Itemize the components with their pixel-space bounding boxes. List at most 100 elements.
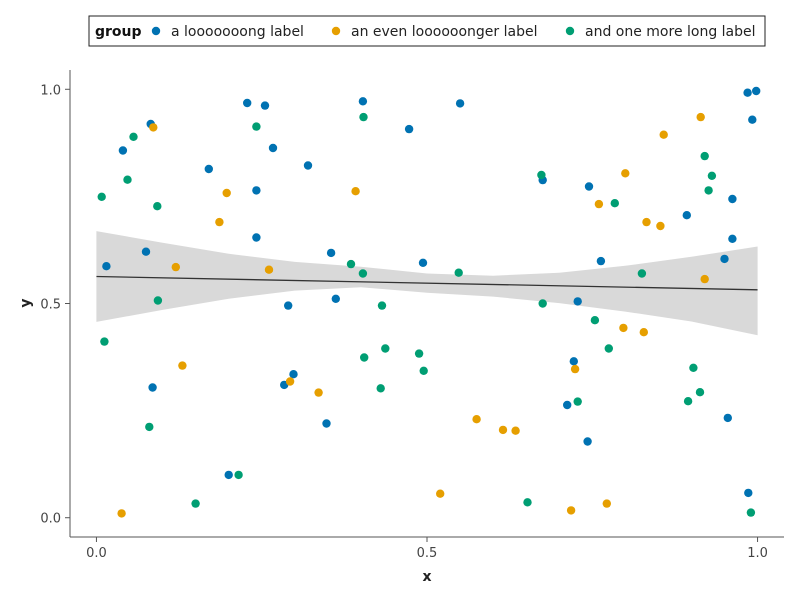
data-point — [696, 112, 705, 122]
series-3 — [97, 112, 756, 517]
data-point — [204, 164, 213, 174]
y-tick-label: 0.0 — [40, 512, 61, 527]
data-point — [191, 499, 200, 508]
data-point — [97, 192, 106, 201]
data-point — [584, 182, 594, 191]
data-point — [573, 397, 582, 406]
data-point — [570, 364, 580, 374]
data-point — [523, 498, 532, 507]
data-point — [700, 151, 709, 161]
data-point — [419, 366, 428, 375]
data-point — [602, 499, 611, 508]
data-point — [331, 294, 340, 303]
legend-item: and one more long label — [565, 24, 756, 40]
data-point — [744, 488, 753, 498]
data-point — [376, 384, 385, 393]
data-point — [359, 112, 368, 122]
data-point — [358, 269, 368, 278]
data-point — [723, 413, 732, 423]
axes: 0.0 0.5 1.0 0.0 0.5 1.0 x y — [18, 70, 784, 585]
y-tick-label: 0.5 — [40, 298, 61, 313]
data-point — [728, 234, 737, 243]
legend-box — [88, 15, 766, 47]
data-point — [322, 419, 331, 428]
data-point — [268, 143, 278, 153]
data-point — [171, 262, 180, 272]
data-point — [145, 422, 154, 432]
data-point — [455, 99, 465, 108]
data-point — [178, 361, 187, 370]
data-point — [454, 268, 463, 277]
points-layer — [97, 86, 761, 518]
legend-marker — [151, 26, 161, 36]
data-point — [404, 124, 414, 134]
data-point — [346, 259, 356, 269]
data-point — [743, 88, 752, 97]
data-point — [583, 437, 592, 446]
data-point — [234, 470, 243, 480]
data-point — [637, 269, 647, 278]
data-point — [381, 344, 390, 353]
data-point — [264, 265, 274, 274]
series-1 — [102, 86, 761, 498]
data-point — [700, 274, 709, 284]
data-point — [619, 323, 628, 333]
data-point — [511, 426, 520, 435]
data-point — [538, 299, 547, 308]
data-point — [149, 123, 158, 132]
data-point — [563, 400, 572, 410]
trend-line — [96, 275, 758, 291]
legend-item: a looooooong label — [151, 24, 304, 40]
data-point — [436, 489, 445, 498]
data-point — [472, 415, 481, 424]
data-point — [118, 146, 128, 155]
y-tick-label: 1.0 — [40, 83, 61, 98]
trend-line-layer — [96, 275, 758, 291]
x-axis-title: x — [422, 569, 431, 585]
legend-label: an even loooooonger label — [351, 24, 537, 40]
data-point — [704, 186, 713, 195]
series-2 — [117, 112, 709, 518]
data-point — [566, 506, 576, 515]
data-point — [117, 509, 126, 518]
data-point — [100, 337, 109, 346]
x-tick-label: 0.5 — [417, 546, 438, 561]
legend-title: group — [95, 24, 142, 40]
data-point — [621, 169, 630, 178]
data-point — [326, 248, 336, 258]
data-point — [689, 363, 698, 372]
legend: group a looooooong label an even loooooon… — [88, 15, 766, 47]
data-point — [141, 247, 151, 256]
data-point — [285, 377, 295, 386]
data-point — [303, 161, 313, 170]
data-point — [683, 397, 693, 406]
y-axis-title: y — [18, 298, 34, 307]
data-point — [260, 101, 270, 110]
data-point — [573, 297, 582, 306]
data-point — [314, 388, 323, 397]
data-point — [284, 301, 293, 310]
data-point — [377, 301, 387, 310]
data-point — [720, 254, 729, 264]
data-point — [569, 357, 578, 366]
data-point — [351, 187, 360, 196]
data-point — [414, 349, 424, 358]
data-point — [498, 425, 508, 435]
legend-marker — [331, 26, 341, 36]
data-point — [153, 202, 162, 211]
data-point — [123, 175, 132, 184]
data-point — [224, 470, 233, 480]
data-point — [707, 171, 717, 180]
data-point — [360, 353, 369, 362]
data-point — [252, 186, 261, 195]
data-point — [728, 194, 737, 204]
x-tick-label: 0.0 — [86, 546, 107, 561]
data-point — [682, 211, 691, 220]
data-point — [289, 370, 298, 379]
data-point — [656, 221, 665, 231]
legend-label: a looooooong label — [171, 24, 304, 40]
data-point — [222, 188, 231, 198]
data-point — [252, 233, 261, 242]
legend-item: an even loooooonger label — [331, 24, 537, 40]
